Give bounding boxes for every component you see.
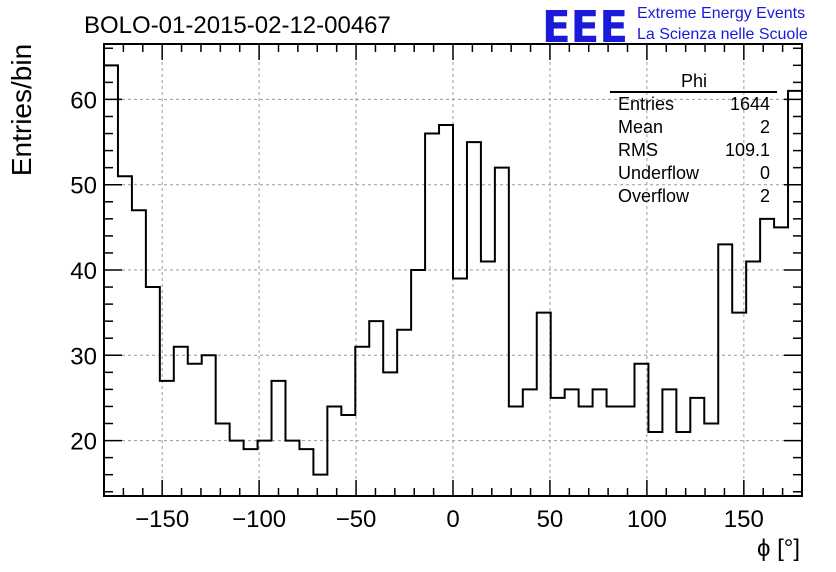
histogram-bin — [411, 270, 425, 496]
stats-value: 0 — [760, 163, 770, 183]
axis-tick-labels: −150 −100 −50 0 50 100 150 20 30 40 50 60 — [70, 87, 764, 533]
y-tick-label: 50 — [70, 173, 97, 200]
histogram-bin — [495, 168, 509, 496]
stats-box: Phi Entries 1644 Mean 2 RMS 109.1 Underflow 0 Ov… — [610, 71, 777, 206]
histogram-bin — [565, 389, 579, 496]
histogram-bin — [551, 398, 565, 496]
stats-label: RMS — [618, 140, 658, 160]
histogram-bin — [397, 330, 411, 496]
x-tick-label: 150 — [724, 506, 764, 533]
histogram-bin — [132, 210, 146, 496]
histogram-bin — [481, 261, 495, 496]
x-tick-label: 0 — [446, 506, 459, 533]
histogram-bin — [285, 441, 299, 496]
histogram-bin — [369, 321, 383, 496]
histogram-bin — [537, 313, 551, 496]
histogram-bin — [509, 406, 523, 496]
histogram-bin — [690, 398, 704, 496]
histogram-bin — [383, 372, 397, 496]
histogram-bin — [718, 244, 732, 496]
y-axis-label: Entries/bin — [6, 44, 37, 176]
x-tick-label: −150 — [135, 506, 189, 533]
histogram-bin — [355, 347, 369, 496]
histogram-bin — [216, 424, 230, 496]
histogram-bin — [467, 142, 481, 496]
histogram-bin — [621, 406, 635, 496]
histogram-bin — [104, 65, 118, 496]
histogram-bin — [788, 91, 802, 496]
histogram-bin — [439, 125, 453, 496]
x-axis-label: ϕ [°] — [757, 535, 800, 562]
histogram-bin — [299, 449, 313, 496]
eee-logo-mark: EEE — [542, 2, 628, 53]
histogram-bin — [272, 381, 286, 496]
histogram-bin — [579, 406, 593, 496]
histogram-bin — [146, 287, 160, 496]
stats-title: Phi — [681, 71, 707, 91]
histogram-bin — [230, 441, 244, 496]
x-tick-label: −100 — [232, 506, 286, 533]
eee-logo: EEE Extreme Energy Events La Scienza nel… — [542, 2, 808, 53]
stats-value: 109.1 — [725, 140, 770, 160]
histogram-bin — [634, 364, 648, 496]
histogram-bin — [704, 424, 718, 496]
stats-value: 2 — [760, 186, 770, 206]
y-tick-label: 40 — [70, 258, 97, 285]
histogram-bin — [523, 389, 537, 496]
histogram-bin — [160, 381, 174, 496]
histogram-bin — [774, 227, 788, 496]
histogram-bin — [453, 279, 467, 496]
eee-logo-line2: La Scienza nelle Scuole — [637, 26, 808, 43]
histogram-bin — [732, 313, 746, 496]
x-tick-label: 100 — [627, 506, 667, 533]
stats-value: 2 — [760, 117, 770, 137]
x-tick-label: −50 — [336, 506, 377, 533]
histogram-bin — [662, 389, 676, 496]
histogram-bin — [313, 475, 327, 496]
histogram-bins — [104, 65, 802, 496]
histogram-bin — [607, 406, 621, 496]
histogram-bin — [244, 449, 258, 496]
stats-label: Mean — [618, 117, 663, 137]
histogram-bin — [341, 415, 355, 496]
histogram-bin — [593, 389, 607, 496]
histogram-bin — [327, 406, 341, 496]
stats-label: Underflow — [618, 163, 700, 183]
axis-ticks — [103, 44, 803, 496]
histogram-bin — [648, 432, 662, 496]
x-tick-label: 50 — [537, 506, 564, 533]
y-tick-label: 30 — [70, 343, 97, 370]
y-tick-label: 20 — [70, 429, 97, 456]
histogram-bin — [174, 347, 188, 496]
eee-logo-line1: Extreme Energy Events — [637, 5, 805, 22]
stats-label: Overflow — [618, 186, 690, 206]
histogram-bin — [118, 176, 132, 496]
histogram-bin — [188, 364, 202, 496]
histogram-bin — [425, 134, 439, 496]
histogram-bin — [746, 261, 760, 496]
histogram-bin — [760, 219, 774, 496]
y-tick-label: 60 — [70, 87, 97, 114]
histogram-line — [104, 64, 802, 476]
stats-label: Entries — [618, 94, 674, 114]
stats-value: 1644 — [730, 94, 770, 114]
histogram-bin — [676, 432, 690, 496]
chart-title: BOLO-01-2015-02-12-00467 — [84, 12, 391, 39]
histogram-bin — [202, 355, 216, 496]
stats-rows: Entries 1644 Mean 2 RMS 109.1 Underflow 0 Overfl… — [618, 94, 770, 206]
